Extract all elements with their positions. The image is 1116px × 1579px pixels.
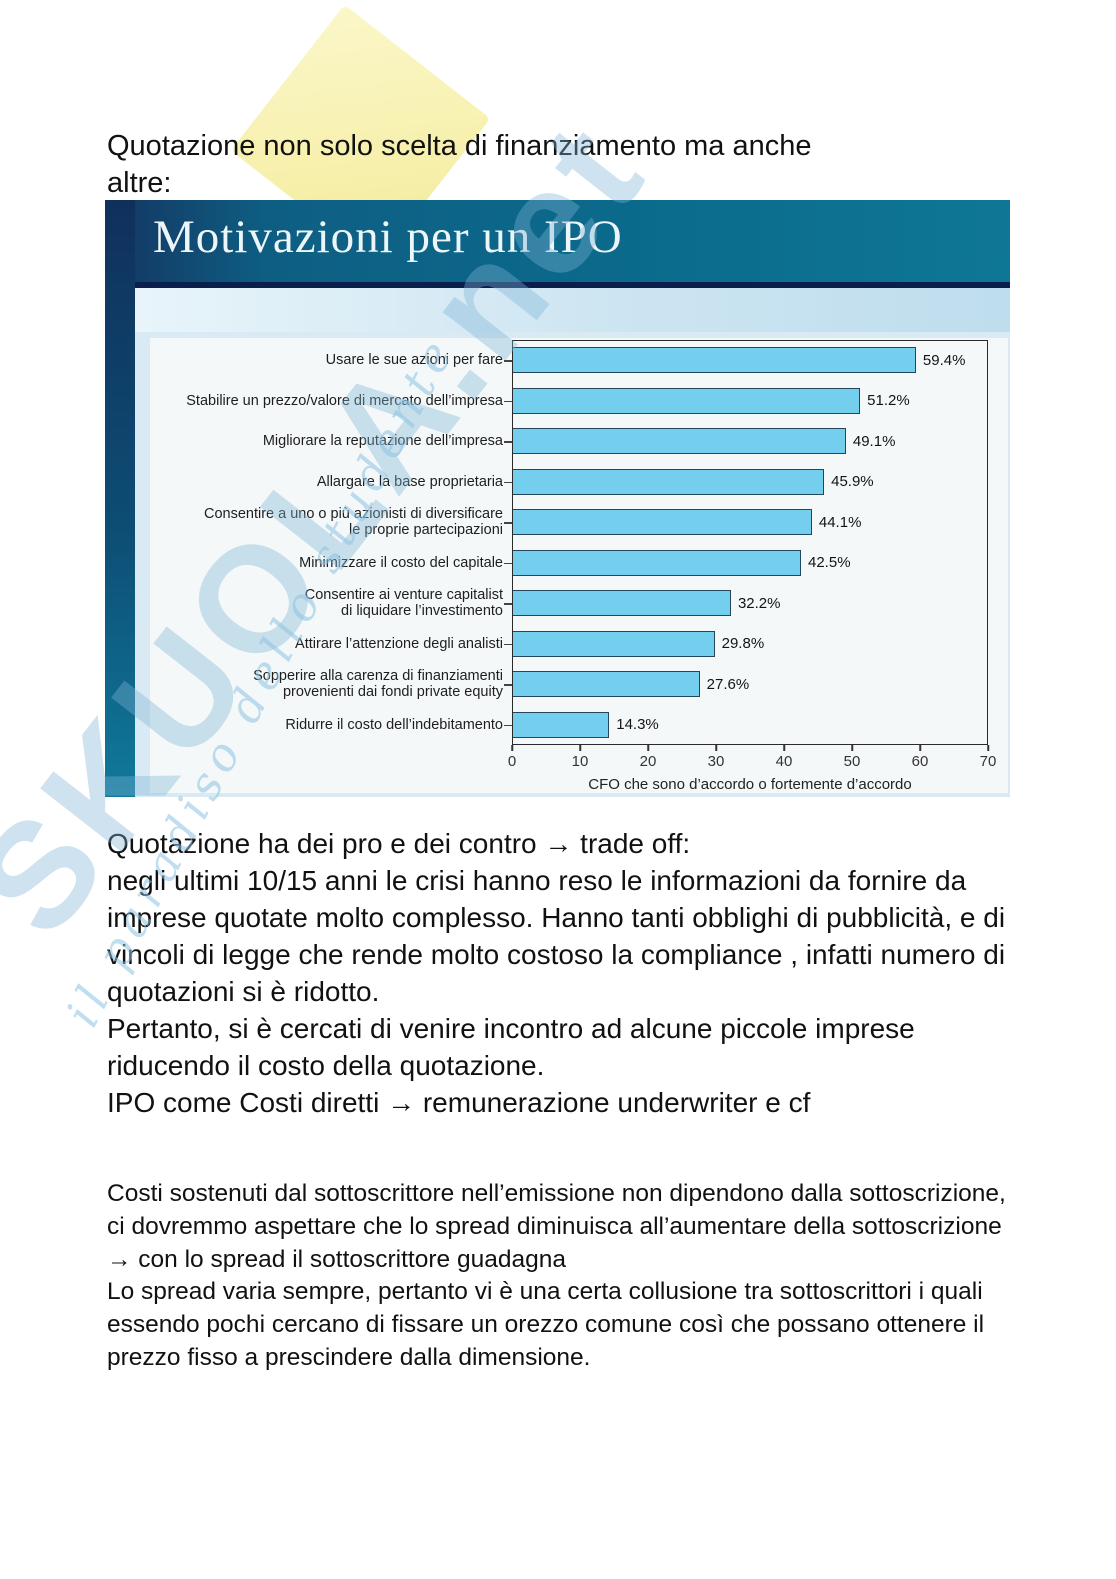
x-axis-tick-mark (511, 745, 513, 751)
chart-row: Stabilire un prezzo/valore di mercato de… (150, 381, 1008, 422)
bar-value-label: 45.9% (831, 473, 874, 491)
x-axis-tick-mark (919, 745, 921, 751)
category-label: Consentire a uno o più azionisti di dive… (203, 506, 503, 539)
bar (512, 468, 825, 495)
slide-body: Usare le sue azioni per fare 59.4% Stabili… (135, 332, 1010, 797)
x-axis-tick-label: 10 (571, 753, 589, 770)
bar-value-label: 49.1% (852, 432, 896, 450)
bar (512, 630, 715, 657)
bar (512, 549, 801, 576)
bar-track: 44.1% (504, 502, 988, 543)
chart-row: Usare le sue azioni per fare 59.4% (150, 340, 1008, 381)
bar (512, 711, 610, 738)
chart-row: Sopperire alla carenza di finanziamenti … (150, 664, 1008, 705)
x-axis-tick-label: 30 (707, 753, 725, 770)
chart-row: Minimizzare il costo del capitale 42.5% (150, 543, 1008, 584)
bar-chart: Usare le sue azioni per fare 59.4% Stabili… (150, 340, 1008, 795)
slide-left-band (105, 200, 135, 797)
x-axis-tick-label: 50 (843, 753, 861, 770)
x-axis-tick-mark (715, 745, 717, 751)
chart-rows: Usare le sue azioni per fare 59.4% Stabili… (150, 340, 1008, 745)
paragraph-trade-off: Quotazione ha dei pro e dei contro → tra… (107, 828, 1006, 1118)
bar-track: 45.9% (504, 462, 988, 503)
bar-value-label: 29.8% (721, 635, 765, 653)
x-axis-tick-mark (851, 745, 853, 751)
category-label: Usare le sue azioni per fare (325, 352, 503, 369)
chart-row: Migliorare la reputazione dell’impresa 49… (150, 421, 1008, 462)
bar-track: 42.5% (504, 543, 988, 584)
slide-title: Motivazioni per un IPO (153, 211, 623, 263)
slide-header: Motivazioni per un IPO (105, 200, 1010, 282)
bar-value-label: 32.2% (737, 594, 781, 612)
bar (512, 347, 916, 374)
category-label: Sopperire alla carenza di finanziamenti … (253, 668, 503, 701)
chart-row: Consentire a uno o più azionisti di dive… (150, 502, 1008, 543)
bar-track: 14.3% (504, 705, 988, 746)
chart-row: Ridurre il costo dell’indebitamento 14.3% (150, 705, 1008, 746)
x-axis-tick-label: 0 (507, 753, 517, 770)
chart-panel: Usare le sue azioni per fare 59.4% Stabili… (150, 338, 1008, 793)
x-axis-tick-label: 70 (979, 753, 997, 770)
bar (512, 428, 846, 455)
category-label: Minimizzare il costo del capitale (299, 554, 503, 571)
intro-text: Quotazione non solo scelta di finanziame… (107, 130, 812, 200)
category-label: Attirare l’attenzione degli analisti (295, 635, 503, 652)
chart-row: Allargare la base proprietaria 45.9% (150, 462, 1008, 503)
x-axis-tick-label: 60 (911, 753, 929, 770)
x-axis-tick-mark (783, 745, 785, 751)
bar-value-label: 51.2% (867, 392, 910, 410)
category-label: Migliorare la reputazione dell’impresa (262, 433, 503, 450)
bar (512, 590, 731, 617)
bar-value-label: 59.4% (922, 351, 966, 369)
x-axis-title: CFO che sono d’accordo o fortemente d’ac… (588, 776, 912, 793)
chart-row: Attirare l’attenzione degli analisti 29.8… (150, 624, 1008, 665)
x-axis-tick-mark (579, 745, 581, 751)
slide-image: Motivazioni per un IPO Usare le sue azio… (105, 200, 1010, 797)
bar-value-label: 42.5% (808, 554, 851, 572)
category-label: Consentire ai venture capitalist di liqu… (304, 587, 503, 620)
bar-track: 51.2% (504, 381, 988, 422)
bar-value-label: 27.6% (706, 675, 750, 693)
category-label: Allargare la base proprietaria (316, 473, 503, 490)
category-label: Ridurre il costo dell’indebitamento (285, 716, 503, 733)
chart-row: Consentire ai venture capitalist di liqu… (150, 583, 1008, 624)
bar (512, 509, 812, 536)
bar-track: 32.2% (504, 583, 988, 624)
bar-value-label: 14.3% (616, 716, 659, 734)
slide-subheader-band (135, 288, 1010, 332)
bar (512, 387, 861, 414)
bar (512, 671, 700, 698)
x-axis-tick-mark (647, 745, 649, 751)
x-axis: 0 10 20 30 40 50 60 70 (508, 745, 996, 773)
bar-track: 29.8% (504, 624, 988, 665)
category-label: Stabilire un prezzo/valore di mercato de… (186, 392, 503, 409)
slide-divider-line (105, 282, 1010, 288)
paragraph-underwriter-costs: Costi sostenuti dal sottoscrittore nell’… (107, 1180, 1006, 1372)
bar-track: 27.6% (504, 664, 988, 705)
bar-value-label: 44.1% (818, 513, 862, 531)
bar-track: 59.4% (504, 340, 988, 381)
x-axis-tick-mark (987, 745, 989, 751)
x-axis-tick-label: 40 (775, 753, 793, 770)
x-axis-tick-label: 20 (639, 753, 657, 770)
bar-track: 49.1% (504, 421, 988, 462)
